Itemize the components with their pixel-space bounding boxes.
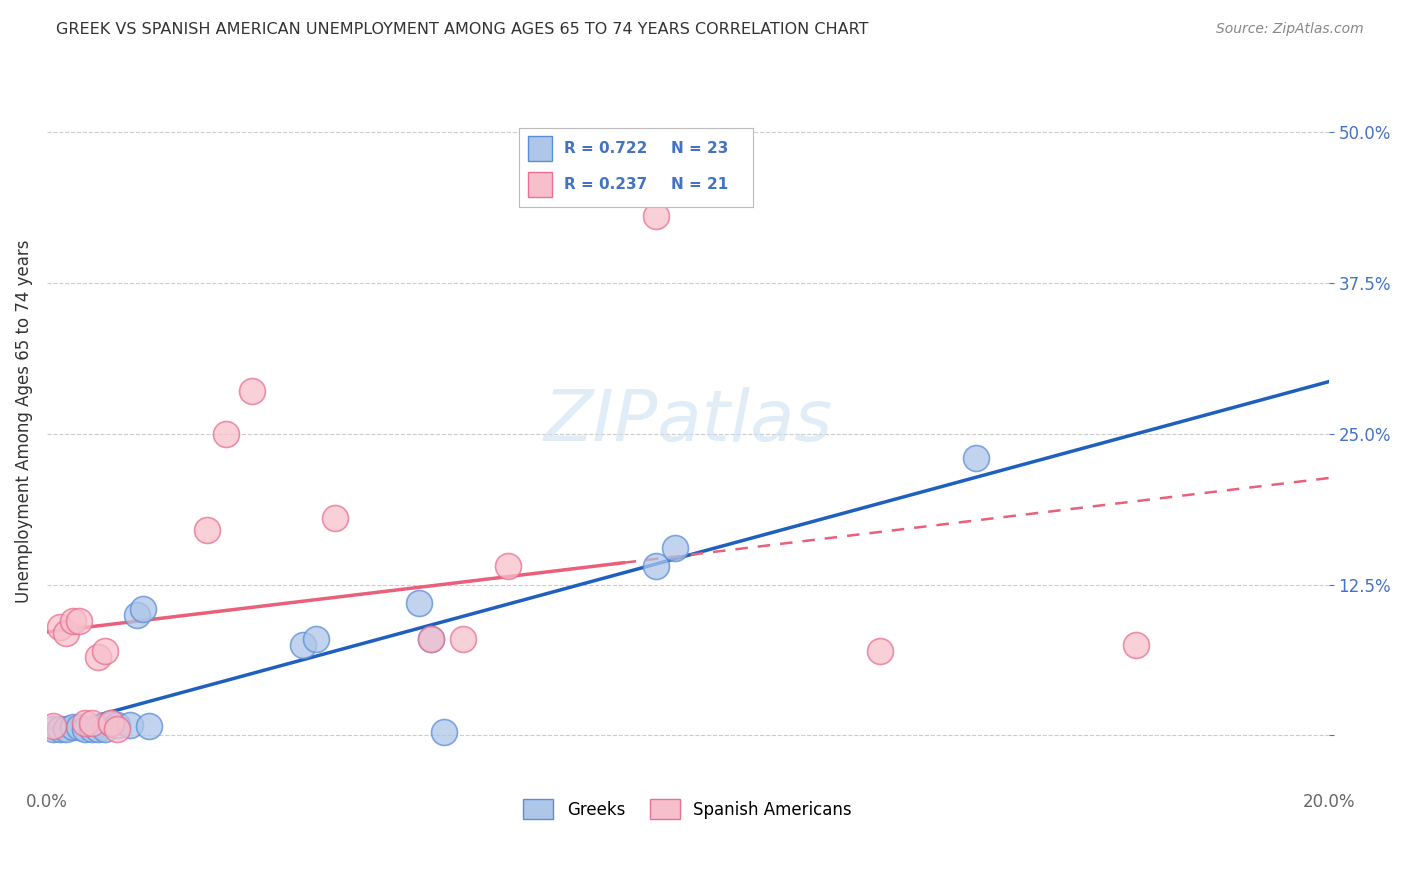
Point [323, 511, 346, 525]
Point [42, 723, 65, 737]
Text: N = 23: N = 23 [671, 141, 728, 156]
Point [100, 716, 122, 731]
Text: R = 0.722: R = 0.722 [564, 141, 647, 156]
Point [42, 719, 65, 733]
Point [55, 723, 77, 737]
Point [67, 720, 90, 734]
Point [420, 632, 443, 646]
Point [62, 720, 84, 734]
Point [965, 450, 987, 465]
Point [87, 650, 110, 665]
Y-axis label: Unemployment Among Ages 65 to 74 years: Unemployment Among Ages 65 to 74 years [15, 240, 32, 603]
Point [664, 541, 686, 556]
Point [48, 723, 70, 737]
Point [453, 632, 475, 646]
Point [48, 620, 70, 634]
Point [100, 716, 122, 731]
Point [80, 716, 103, 731]
Legend: Greeks, Spanish Americans: Greeks, Spanish Americans [517, 792, 859, 826]
Bar [529, 136, 551, 161]
Point [93, 644, 115, 658]
Point [120, 717, 142, 731]
Point [125, 607, 148, 622]
Point [132, 601, 155, 615]
Point [138, 719, 160, 733]
Point [420, 632, 443, 646]
Point [305, 632, 328, 646]
Text: GREEK VS SPANISH AMERICAN UNEMPLOYMENT AMONG AGES 65 TO 74 YEARS CORRELATION CHA: GREEK VS SPANISH AMERICAN UNEMPLOYMENT A… [56, 22, 869, 37]
Point [105, 723, 128, 737]
Point [644, 559, 666, 574]
Point [869, 644, 891, 658]
Point [195, 523, 218, 537]
Point [80, 723, 103, 737]
Point [55, 625, 77, 640]
Point [75, 716, 97, 731]
Point [498, 559, 520, 574]
Point [433, 724, 456, 739]
Bar [529, 172, 551, 197]
Point [215, 426, 238, 441]
Text: Source: ZipAtlas.com: Source: ZipAtlas.com [1216, 22, 1364, 37]
Point [1125, 638, 1147, 652]
Text: ZIPatlas: ZIPatlas [543, 387, 832, 456]
Point [67, 614, 90, 628]
Point [644, 210, 666, 224]
Point [105, 717, 128, 731]
Point [75, 723, 97, 737]
Point [93, 723, 115, 737]
Point [292, 638, 315, 652]
Point [408, 596, 430, 610]
Point [87, 723, 110, 737]
Point [62, 614, 84, 628]
Point [240, 384, 263, 399]
Text: R = 0.237: R = 0.237 [564, 177, 647, 192]
Text: N = 21: N = 21 [671, 177, 728, 192]
